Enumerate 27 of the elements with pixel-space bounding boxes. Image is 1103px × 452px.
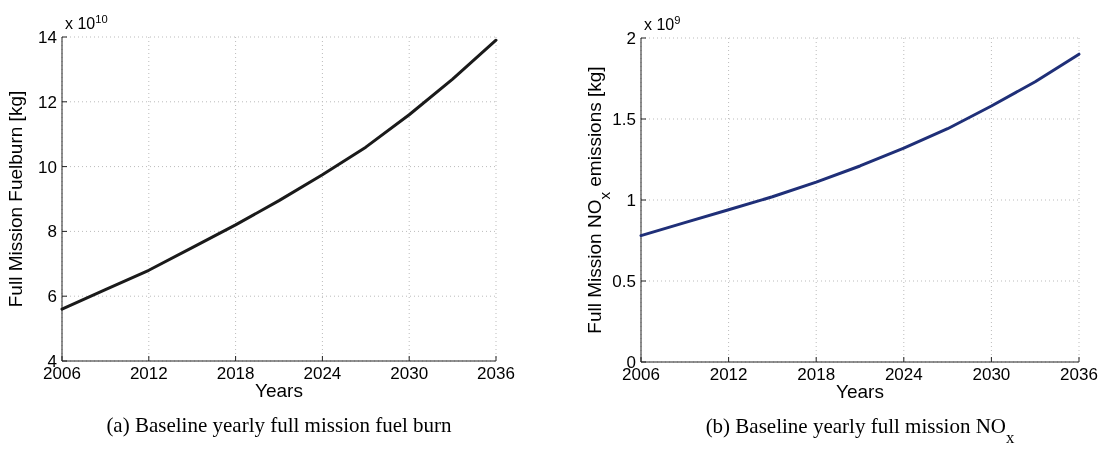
text: x 10$^{9}$ [644,14,681,33]
x-tick-label: 2030 [390,364,429,383]
line-series [639,52,1081,238]
x-tick-label: 2036 [1060,365,1098,384]
x-tick-label: 2030 [972,365,1011,384]
y-tick-label: 1 [626,191,636,210]
x-tick-label: 2018 [216,364,255,383]
y-tick-label: 14 [38,28,57,47]
y-tick-label: 0.5 [612,272,636,291]
y-tick-label: 12 [38,92,57,112]
x-axis-title: Years [255,380,303,401]
x-tick-label: 2018 [797,365,836,384]
y-tick-label: 6 [47,287,57,307]
y-tick-label: 1.5 [612,110,636,129]
x-tick-label: 2024 [884,365,923,384]
y-tick-label: 8 [47,222,57,242]
x-tick-label: 2024 [303,364,342,383]
y-tick-label: 2 [626,29,636,48]
y-axis-title: Full Mission Fuelburn [kg] [5,90,26,308]
text: (b) Baseline yearly full mission NO$_{x}$ [705,414,1015,447]
text: (a) Baseline yearly full mission fuel burn [106,413,453,437]
x-tick-label: 2036 [477,364,515,383]
x-tick-label: 2012 [709,365,748,384]
x-axis-title: Years [836,381,884,402]
text: x 10$^{10}$ [65,13,108,32]
x-tick-label: 2012 [129,364,168,383]
y-tick-label: 10 [38,157,57,177]
